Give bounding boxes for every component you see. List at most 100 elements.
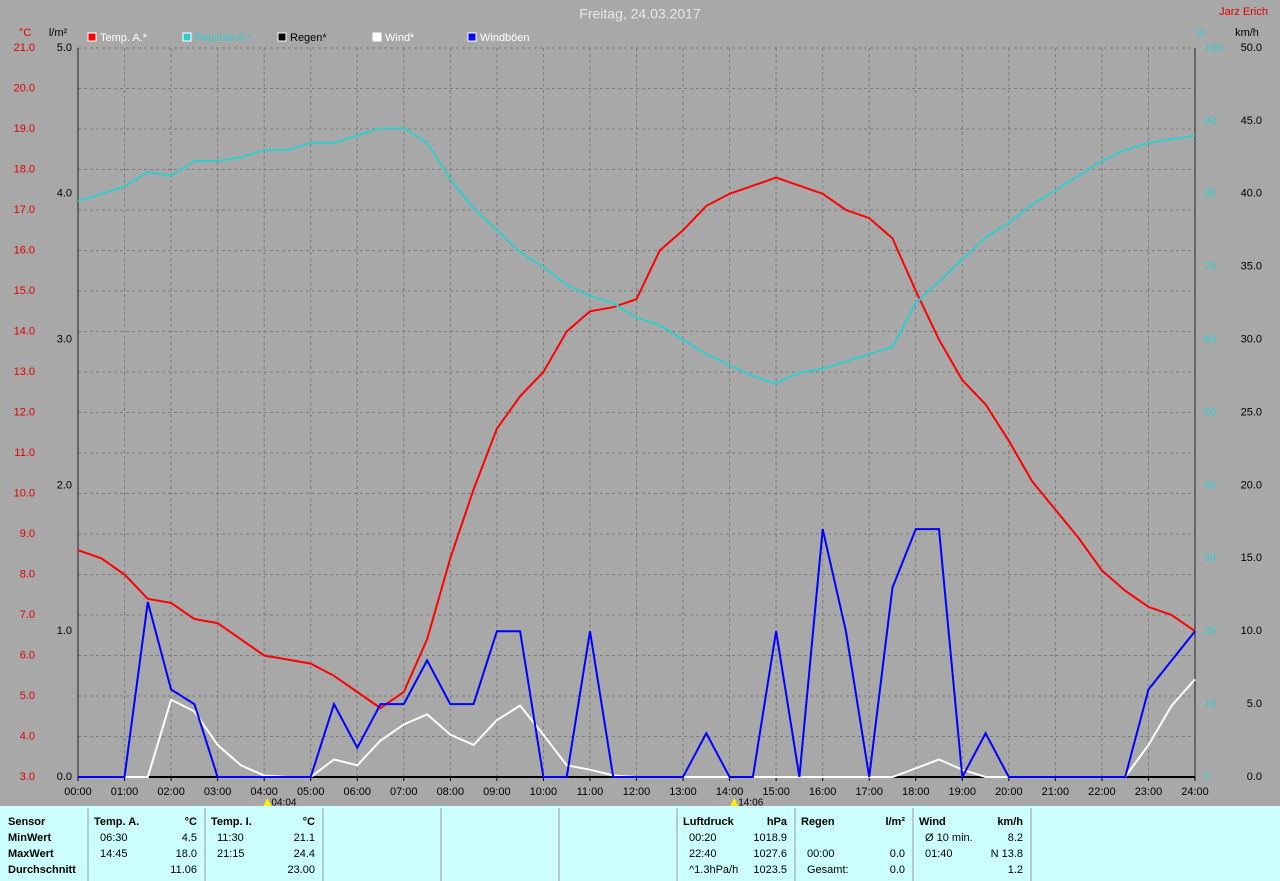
y4-tick-label: 5.0 <box>1247 698 1262 710</box>
x-tick-label: 15:00 <box>762 786 790 798</box>
y2-tick-label: 0 <box>1204 771 1210 783</box>
y2-tick-label: 70 <box>1204 261 1216 273</box>
x-tick-label: 09:00 <box>483 786 511 798</box>
table-cell: Ø 10 min. <box>925 832 973 844</box>
y-tick-label: 14.0 <box>14 325 35 337</box>
y2-tick-label: 10 <box>1204 698 1216 710</box>
table-cell: 1018.9 <box>753 832 787 844</box>
x-tick-label: 02:00 <box>157 786 185 798</box>
x-tick-label: 11:00 <box>577 786 604 798</box>
annotation-marker <box>263 798 272 806</box>
legend-swatch <box>182 32 192 42</box>
legend-swatch <box>277 32 287 42</box>
y3-tick-label: 4.0 <box>57 188 72 200</box>
table-cell: Temp. I. <box>211 816 252 828</box>
legend-label: Wind* <box>385 32 415 44</box>
table-cell: 0.0 <box>890 864 905 876</box>
table-cell: 11.06 <box>170 864 197 876</box>
x-tick-label: 01:00 <box>111 786 139 798</box>
annotation-marker <box>730 798 739 806</box>
x-tick-label: 10:00 <box>530 786 558 798</box>
y-tick-label: 15.0 <box>14 285 35 297</box>
y4-tick-label: 25.0 <box>1241 406 1262 418</box>
table-cell: Temp. A. <box>94 816 139 828</box>
annotation-label: 04:04 <box>271 798 296 809</box>
legend-swatch <box>467 32 477 42</box>
table-cell: 14:45 <box>100 848 128 860</box>
x-tick-label: 21:00 <box>1042 786 1070 798</box>
y2-tick-label: 20 <box>1204 625 1216 637</box>
x-tick-label: 19:00 <box>949 786 977 798</box>
y-tick-label: 13.0 <box>14 366 35 378</box>
x-tick-label: 06:00 <box>343 786 371 798</box>
y-tick-label: 17.0 <box>14 204 35 216</box>
x-tick-label: 03:00 <box>204 786 232 798</box>
x-tick-label: 17:00 <box>855 786 883 798</box>
x-tick-label: 12:00 <box>623 786 651 798</box>
legend-swatch <box>87 32 97 42</box>
y-tick-label: 19.0 <box>14 123 35 135</box>
y-tick-label: 21.0 <box>14 42 35 54</box>
y2-tick-label: 60 <box>1204 334 1216 346</box>
y-tick-label: 5.0 <box>20 690 35 702</box>
x-tick-label: 04:00 <box>250 786 278 798</box>
table-cell: ^1.3hPa/h <box>689 864 738 876</box>
table-cell: Wind <box>919 816 946 828</box>
x-tick-label: 16:00 <box>809 786 837 798</box>
x-tick-label: 23:00 <box>1135 786 1163 798</box>
x-tick-label: 24:00 <box>1181 786 1209 798</box>
series-line <box>78 528 1196 781</box>
x-tick-label: 22:00 <box>1088 786 1116 798</box>
y-tick-label: 11.0 <box>14 447 35 459</box>
table-cell: 00:20 <box>689 832 717 844</box>
y2-tick-label: 40 <box>1204 479 1216 491</box>
x-tick-label: 05:00 <box>297 786 325 798</box>
table-cell: 22:40 <box>689 848 717 860</box>
x-tick-label: 07:00 <box>390 786 418 798</box>
y-tick-label: 3.0 <box>20 771 35 783</box>
chart-title: Freitag, 24.03.2017 <box>579 6 701 22</box>
legend-label: Feuchte A.* <box>195 32 253 44</box>
y-tick-label: 10.0 <box>14 487 35 499</box>
y2-tick-label: 50 <box>1204 406 1216 418</box>
y-tick-label: 16.0 <box>14 244 35 256</box>
y-tick-label: 6.0 <box>20 649 35 661</box>
table-cell: Luftdruck <box>683 816 735 828</box>
legend-label: Windböen <box>480 32 530 44</box>
y3-tick-label: 3.0 <box>57 334 72 346</box>
table-cell: 21.1 <box>294 832 315 844</box>
legend-label: Temp. A.* <box>100 32 148 44</box>
y-tick-label: 8.0 <box>20 568 35 580</box>
y-tick-label: 20.0 <box>14 82 35 94</box>
table-cell: 24.4 <box>294 848 315 860</box>
table-cell: 23.00 <box>287 864 315 876</box>
table-cell: l/m² <box>885 816 905 828</box>
y4-tick-label: 15.0 <box>1241 552 1262 564</box>
annotation-label: 14:06 <box>738 798 763 809</box>
table-cell: hPa <box>767 816 788 828</box>
series-line <box>77 127 1196 385</box>
y-tick-label: 12.0 <box>14 406 35 418</box>
table-cell: MaxWert <box>8 848 54 860</box>
x-tick-label: 18:00 <box>902 786 930 798</box>
x-tick-label: 08:00 <box>437 786 465 798</box>
y-axis-unit: °C <box>19 27 31 39</box>
table-cell: 11:30 <box>217 832 244 844</box>
series-line <box>77 176 1196 710</box>
table-cell: 21:15 <box>217 848 245 860</box>
y2-tick-label: 100 <box>1204 42 1222 54</box>
legend-label: Regen* <box>290 32 327 44</box>
y4-tick-label: 35.0 <box>1241 261 1262 273</box>
y4-tick-label: 40.0 <box>1241 188 1262 200</box>
table-cell: 4.5 <box>182 832 197 844</box>
table-cell: 18.0 <box>176 848 197 860</box>
table-cell: Regen <box>801 816 835 828</box>
table-cell: 1023.5 <box>753 864 787 876</box>
y-tick-label: 4.0 <box>20 730 35 742</box>
y2-tick-label: 90 <box>1204 115 1216 127</box>
table-cell: 0.0 <box>890 848 905 860</box>
table-cell: Durchschnitt <box>8 864 76 876</box>
table-cell: 8.2 <box>1008 832 1023 844</box>
